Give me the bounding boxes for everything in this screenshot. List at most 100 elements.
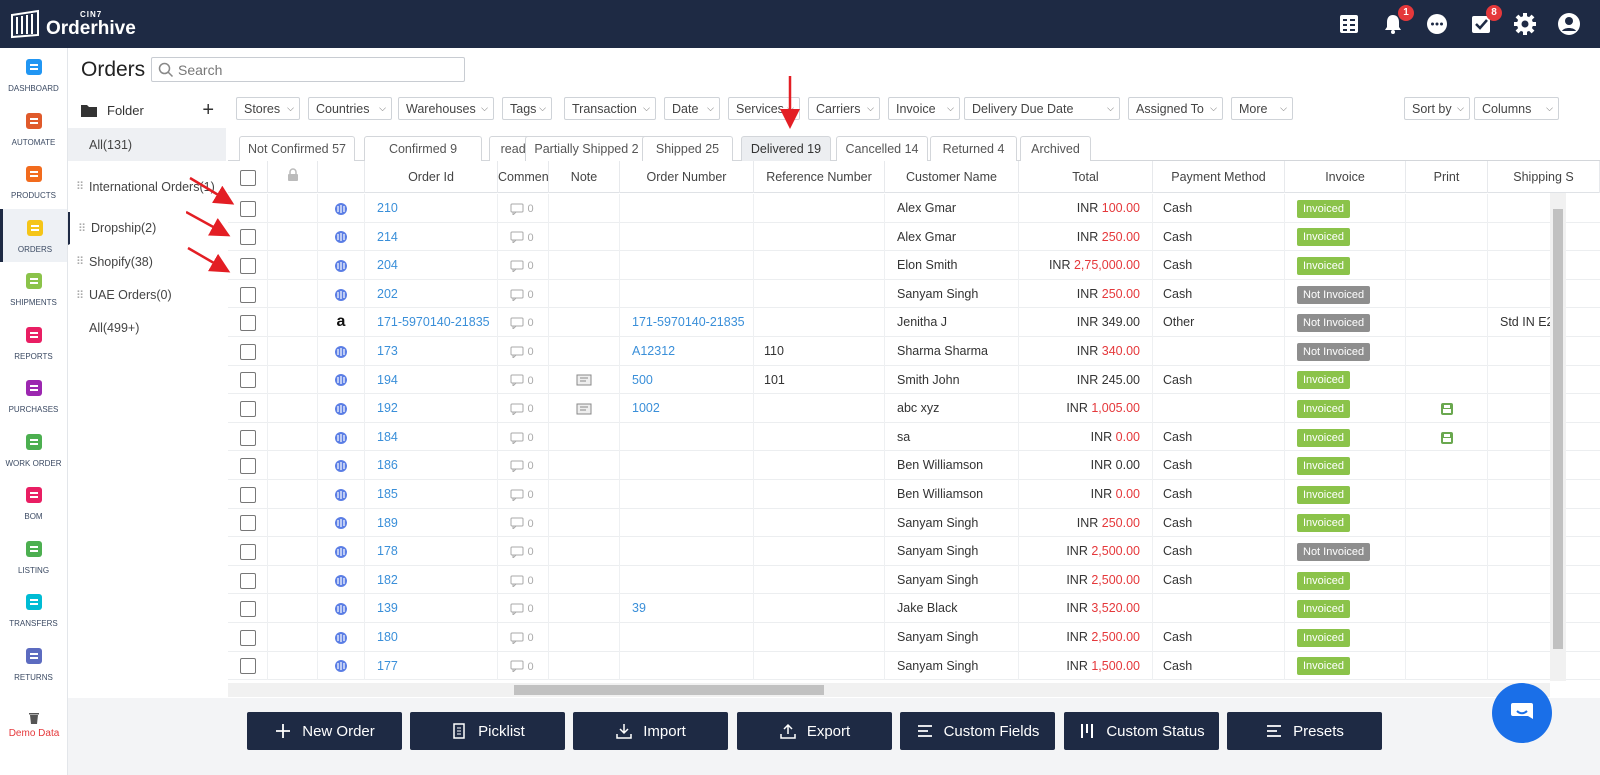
filter-assigned-to[interactable]: Assigned To ⌵ [1128,97,1223,120]
print-cell[interactable] [1406,365,1488,395]
nav-item-listing[interactable]: LISTING [0,530,67,584]
row-checkbox-cell[interactable] [228,337,268,366]
user-avatar-icon[interactable] [1556,11,1582,37]
chat-widget-button[interactable] [1492,683,1552,743]
comment-icon[interactable] [510,289,524,302]
table-row[interactable]: 178 0 Sanyam Singh INR 2,500.00 Cash Not Inv… [228,537,1600,566]
column-header[interactable]: Reference Number [754,161,885,193]
chat-bubble-icon[interactable] [1424,11,1450,37]
add-folder-button[interactable]: + [202,98,214,121]
comment-icon[interactable] [510,231,524,245]
invoice-status-badge[interactable]: Invoiced [1297,428,1350,447]
comment-icon[interactable] [510,546,524,560]
picklist-button[interactable]: Picklist [410,712,565,750]
note-cell[interactable] [549,508,620,538]
nav-item-returns[interactable]: RETURNS [0,637,67,691]
row-checkbox-cell[interactable] [228,508,268,538]
order-id[interactable]: 173 [377,344,398,358]
order-number-cell[interactable] [620,623,754,652]
invoice-status-badge[interactable]: Invoiced [1297,457,1350,476]
comments-cell[interactable]: 0 [498,394,549,423]
filter-sort-by[interactable]: Sort by ⌵ [1404,97,1470,120]
horizontal-scroll-thumb[interactable] [514,685,824,695]
row-checkbox-cell[interactable] [228,565,268,595]
comments-cell[interactable]: 0 [498,365,549,395]
order-id-link[interactable]: 139 [365,594,498,623]
comments-cell[interactable]: 0 [498,422,549,452]
row-checkbox[interactable] [239,286,256,303]
comments-cell[interactable]: 0 [498,508,549,538]
filter-carriers[interactable]: Carriers ⌵ [808,97,880,120]
comment-icon[interactable] [510,632,524,645]
row-checkbox-cell[interactable] [228,480,268,509]
invoice-cell[interactable]: Invoiced [1285,365,1406,395]
custom-status-button[interactable]: Custom Status [1064,712,1219,750]
order-id[interactable]: 202 [377,286,398,301]
drag-handle-icon[interactable]: ⠿ [76,289,84,302]
table-row[interactable]: 194 0 500 101 Smith John INR 245.00 Cash Invoi… [228,365,1600,395]
nav-item-products[interactable]: PRODUCTS [0,155,67,209]
horizontal-scrollbar[interactable] [228,683,1550,697]
note-cell[interactable] [549,651,620,681]
note-cell[interactable] [549,565,620,595]
tab-cancelled[interactable]: Cancelled 14 [836,136,928,161]
order-id[interactable]: 186 [377,458,398,473]
row-checkbox-cell[interactable] [228,365,268,395]
comment-icon[interactable] [510,260,524,274]
row-checkbox[interactable] [239,601,256,618]
invoice-status-badge[interactable]: Not Invoiced [1297,314,1371,333]
note-cell[interactable] [549,194,620,223]
order-number-cell[interactable] [620,508,754,538]
table-row[interactable]: a 171-5970140-21835 0 171-5970140-21835 Jen… [228,308,1600,337]
nav-item-purchases[interactable]: PURCHASES [0,369,67,423]
filter-warehouses[interactable]: Warehouses ⌵ [398,97,494,120]
row-checkbox[interactable] [239,257,256,274]
filter-columns[interactable]: Columns ⌵ [1474,97,1559,120]
invoice-status-badge[interactable]: Invoiced [1297,628,1350,647]
order-id[interactable]: 214 [377,229,398,244]
print-cell[interactable] [1406,422,1488,452]
search-input[interactable] [178,61,458,78]
order-id-link[interactable]: 192 [365,394,498,423]
order-number[interactable]: 39 [632,601,646,616]
print-icon[interactable] [1440,431,1454,445]
row-checkbox-cell[interactable] [228,651,268,681]
invoice-cell[interactable]: Invoiced [1285,194,1406,223]
note-cell[interactable] [549,279,620,309]
nav-item-reports[interactable]: REPORTS [0,316,67,370]
invoice-cell[interactable]: Invoiced [1285,508,1406,538]
comment-icon[interactable] [510,346,524,359]
order-id-link[interactable]: 202 [365,279,498,309]
invoice-status-badge[interactable]: Invoiced [1297,399,1350,418]
row-checkbox-cell[interactable] [228,279,268,309]
vertical-scroll-thumb[interactable] [1553,209,1563,649]
checklist-icon[interactable] [1336,11,1362,37]
row-checkbox-cell[interactable] [228,623,268,652]
print-cell[interactable] [1406,194,1488,223]
comments-cell[interactable]: 0 [498,480,549,509]
folder-item[interactable]: ⠿ Shopify(38) [68,245,226,279]
invoice-status-badge[interactable]: Not Invoiced [1297,542,1371,561]
comment-icon[interactable] [510,517,524,531]
order-id[interactable]: 182 [377,572,398,587]
order-id[interactable]: 192 [377,401,398,416]
search-box[interactable] [151,57,465,82]
print-cell[interactable] [1406,594,1488,623]
column-header[interactable]: Comments [498,161,549,193]
order-number-cell[interactable] [620,480,754,509]
invoice-cell[interactable]: Invoiced [1285,251,1406,280]
order-id-link[interactable]: 171-5970140-21835 [365,308,498,337]
row-checkbox[interactable] [239,458,256,475]
invoice-cell[interactable]: Invoiced [1285,222,1406,252]
comment-icon[interactable] [510,432,524,445]
comments-cell[interactable]: 0 [498,251,549,280]
order-number-cell[interactable] [620,537,754,566]
order-number-cell[interactable]: 171-5970140-21835 [620,308,754,337]
comments-cell[interactable]: 0 [498,451,549,480]
table-row[interactable]: 214 0 Alex Gmar INR 250.00 Cash Invoiced [228,222,1600,252]
invoice-cell[interactable]: Not Invoiced [1285,337,1406,366]
note-cell[interactable] [549,422,620,452]
column-header[interactable]: Order Id [365,161,498,193]
new-order-button[interactable]: New Order [247,712,402,750]
table-row[interactable]: 139 0 39 Jake Black INR 3,520.00 Invoiced [228,594,1600,623]
